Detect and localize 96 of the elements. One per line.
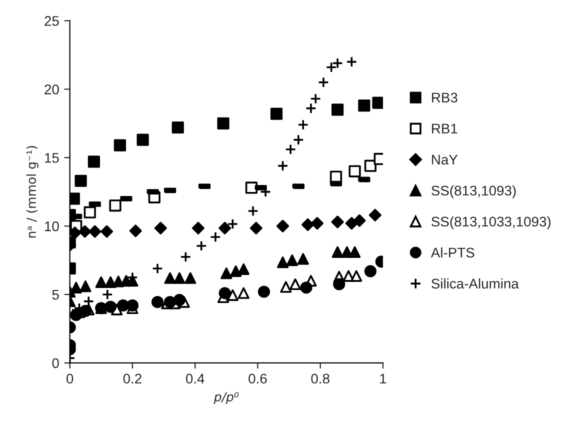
point (250, 222, 262, 234)
point (276, 256, 289, 268)
point (350, 270, 362, 282)
point (280, 281, 292, 293)
point (238, 287, 250, 299)
point (218, 287, 231, 300)
point (286, 254, 298, 266)
point (184, 272, 196, 284)
x-tick-label: 0.2 (123, 374, 142, 384)
point (258, 286, 270, 298)
point (345, 217, 358, 230)
point (210, 231, 221, 243)
point (230, 265, 242, 278)
y-tick-label: 15 (45, 153, 59, 163)
point (102, 288, 113, 300)
point (129, 224, 142, 238)
point (173, 294, 186, 306)
point (95, 276, 107, 288)
point (109, 199, 122, 212)
y-tick-label: 25 (44, 16, 59, 26)
point (318, 76, 330, 88)
point (305, 102, 316, 114)
point (196, 240, 207, 252)
legend-label: Silica-Alumina (432, 278, 519, 289)
point (78, 225, 92, 238)
point (164, 296, 176, 308)
point (298, 119, 309, 130)
point (276, 220, 290, 232)
point (333, 278, 346, 290)
point (310, 93, 322, 104)
point (218, 222, 232, 234)
point (74, 174, 87, 187)
legend-label: NaY (432, 154, 458, 165)
point (220, 267, 232, 280)
x-tick-label: 0.4 (186, 374, 204, 384)
y-tick-label: 5 (52, 290, 59, 300)
point (332, 246, 344, 258)
legend-label: SS(813,1093) (432, 185, 516, 198)
point (100, 225, 114, 238)
point (114, 139, 126, 152)
point (346, 56, 358, 68)
x-tick-label: 0.8 (311, 374, 330, 384)
point (364, 160, 376, 172)
point (348, 246, 361, 258)
point (174, 272, 186, 284)
point (151, 296, 164, 308)
point (154, 222, 167, 234)
point (126, 299, 139, 312)
point (348, 165, 361, 178)
point (238, 263, 250, 275)
point (88, 156, 100, 168)
point (164, 272, 176, 284)
point (289, 278, 302, 290)
point (104, 300, 117, 313)
point (80, 280, 92, 292)
legend-label: Al-PTS (430, 247, 474, 258)
point (88, 225, 102, 238)
point (217, 117, 230, 130)
point (364, 265, 376, 278)
point (79, 304, 92, 317)
point (270, 108, 283, 120)
point (226, 289, 238, 301)
x-tick-label: 0.6 (248, 374, 267, 384)
point (172, 121, 184, 134)
y-tick-label: 0 (52, 358, 59, 368)
point (277, 160, 288, 172)
legend-label: RB1 (432, 124, 458, 134)
legend-label: RB3 (432, 92, 458, 103)
point (136, 134, 149, 146)
x-tick-label: 0 (66, 374, 74, 384)
point (285, 144, 296, 155)
point (372, 96, 383, 109)
point (292, 134, 304, 146)
point (245, 182, 258, 194)
point (331, 216, 344, 228)
x-axis-title: p/p⁰ (214, 392, 239, 404)
point (332, 104, 344, 116)
point (180, 251, 192, 262)
point (368, 208, 382, 222)
point (302, 218, 314, 231)
point (358, 100, 370, 112)
point (310, 217, 324, 230)
point (84, 206, 96, 218)
point (70, 226, 82, 240)
point (152, 262, 164, 274)
x-tick-label: 1 (380, 374, 386, 384)
point (227, 218, 238, 230)
y-tick-label: 10 (45, 221, 59, 232)
y-axis-title: nᵃ / (mmol g⁻¹) (26, 146, 38, 238)
point (297, 253, 309, 265)
point (247, 205, 259, 217)
point (353, 214, 366, 227)
legend-label: SS(813,1033,1093) (432, 216, 550, 230)
y-tick-label: 20 (44, 84, 59, 94)
point (300, 282, 312, 294)
point (192, 222, 204, 234)
